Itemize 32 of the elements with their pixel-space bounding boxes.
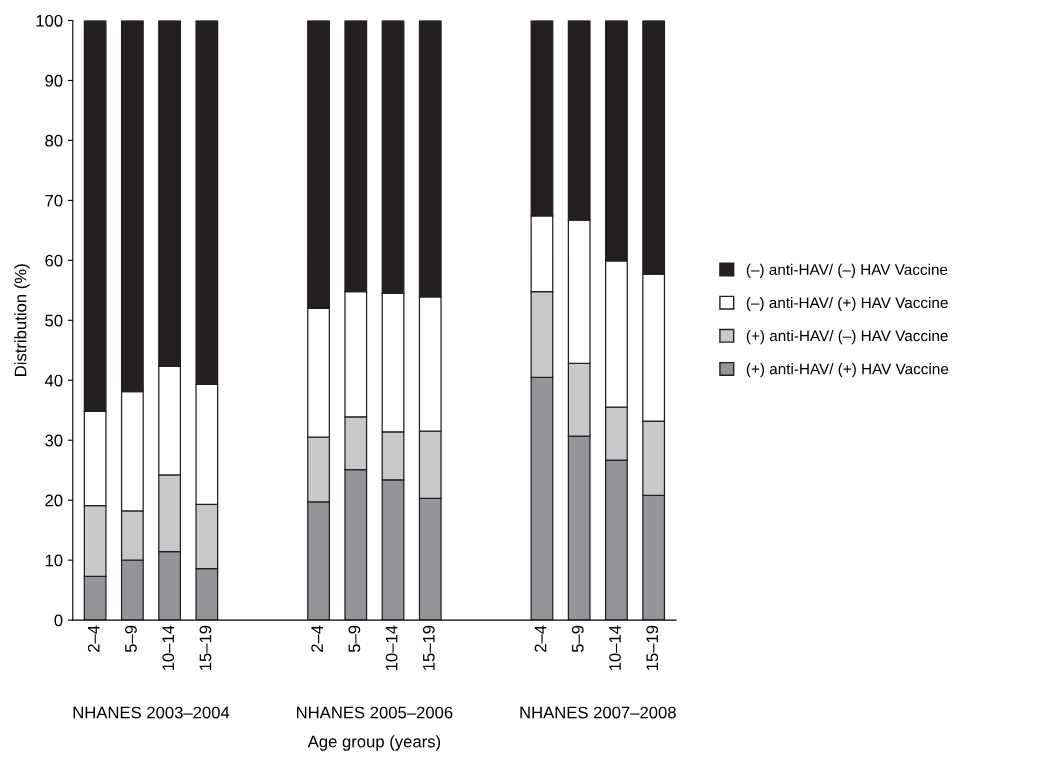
y-tick-label: 20: [45, 494, 63, 507]
y-tick-label: 90: [45, 74, 63, 87]
y-tick-label: 0: [54, 614, 63, 627]
y-tick-label: 50: [45, 314, 63, 327]
legend-label: (+) anti-HAV/ (–) HAV Vaccine: [746, 330, 948, 345]
text: NHANES 2003–2004: [73, 706, 230, 719]
x-tick-label: 10–14: [609, 625, 621, 671]
x-tick-label: 15–19: [422, 625, 435, 671]
y-tick-label: 60: [45, 254, 63, 267]
x-tick-label: 15–19: [199, 625, 212, 671]
text: NHANES 2007–2008: [520, 706, 676, 719]
x-tick-label: 2–4: [534, 625, 547, 652]
x-tick-label: 2–4: [311, 625, 323, 652]
x-tick-label: 5–9: [348, 625, 361, 653]
y-tick-label: 70: [45, 194, 63, 207]
legend-label: (–) anti-HAV/ (–) HAV Vaccine: [746, 263, 948, 279]
y-tick-label: 40: [44, 374, 63, 387]
legend-label: (+) anti-HAV/ (+) HAV Vaccine: [746, 363, 949, 378]
x-tick-label: 5–9: [571, 625, 584, 653]
x-tick-label: 5–9: [125, 625, 137, 653]
y-tick-label: 30: [45, 434, 63, 447]
text: NHANES 2005–2006: [297, 706, 453, 719]
y-tick-label: 10: [45, 554, 63, 567]
x-axis-title: Age group (years): [307, 735, 441, 751]
x-tick-label: 10–14: [162, 625, 175, 671]
x-tick-label: 2–4: [87, 625, 100, 652]
x-tick-label: 15–19: [646, 625, 659, 671]
y-tick-label: 100: [36, 14, 63, 27]
y-tick-label: 80: [45, 134, 63, 147]
x-tick-label: 10–14: [385, 625, 398, 671]
legend-label: (–) anti-HAV/ (+) HAV Vaccine: [746, 296, 948, 312]
y-axis-title: Distribution (%): [14, 264, 30, 376]
